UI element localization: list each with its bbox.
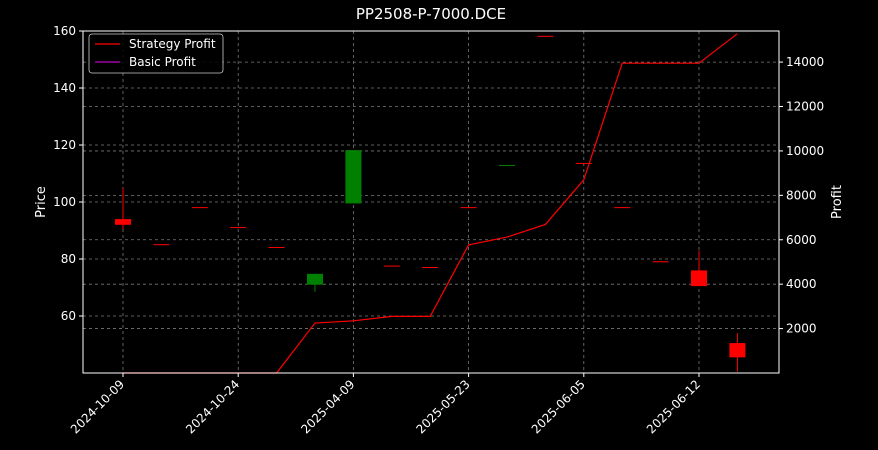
candle-body bbox=[307, 273, 323, 285]
y2-tick-label: 2000 bbox=[786, 322, 817, 336]
candle-body bbox=[115, 219, 131, 225]
y-tick-label: 100 bbox=[53, 195, 76, 209]
y2-tick-label: 10000 bbox=[786, 144, 824, 158]
candle-body bbox=[691, 270, 707, 287]
candle-body bbox=[230, 227, 247, 229]
legend-box bbox=[88, 33, 224, 74]
candle-body bbox=[268, 247, 285, 249]
y2-tick-label: 4000 bbox=[786, 277, 817, 291]
y2-tick-label: 6000 bbox=[786, 233, 817, 247]
candle-body bbox=[614, 207, 631, 209]
chart-title: PP2508-P-7000.DCE bbox=[356, 5, 506, 23]
candle-body bbox=[460, 207, 477, 209]
y-tick-label: 80 bbox=[61, 252, 76, 266]
candle-body bbox=[499, 164, 515, 166]
candle-body bbox=[422, 266, 439, 268]
legend-label-strategy-profit: Strategy Profit bbox=[129, 37, 216, 51]
y-tick-label: 60 bbox=[61, 309, 76, 323]
y2-tick-label: 14000 bbox=[786, 55, 824, 69]
candle-body bbox=[153, 244, 170, 246]
y2-tick-label: 12000 bbox=[786, 100, 824, 114]
y-tick-label: 160 bbox=[53, 24, 76, 38]
candle-body bbox=[652, 261, 669, 263]
candle-body bbox=[575, 162, 592, 164]
y-axis-title: Price bbox=[34, 186, 49, 218]
candle-body bbox=[537, 35, 554, 37]
legend: Strategy Profit Basic Profit bbox=[88, 33, 224, 74]
candle-body bbox=[729, 343, 746, 358]
y2-tick-label: 8000 bbox=[786, 188, 817, 202]
y2-axis-title: Profit bbox=[830, 185, 845, 219]
candle-body bbox=[191, 207, 208, 209]
legend-label-basic-profit: Basic Profit bbox=[129, 55, 196, 69]
candle-body bbox=[383, 265, 400, 267]
y-tick-label: 120 bbox=[53, 138, 76, 152]
candle-body bbox=[345, 150, 362, 204]
y-tick-label: 140 bbox=[53, 81, 76, 95]
candles bbox=[115, 35, 746, 372]
